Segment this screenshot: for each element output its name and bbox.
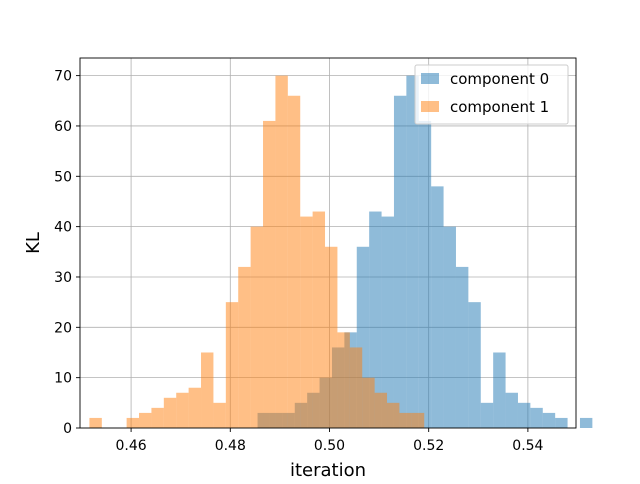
bar-component-1-21: [349, 347, 363, 428]
bar-component-0-16: [455, 266, 469, 428]
x-tick-label-1: 0.48: [215, 438, 246, 454]
y-tick-label-2: 20: [54, 320, 72, 336]
bar-component-0-18: [480, 402, 494, 428]
bar-component-1-6: [163, 397, 177, 428]
y-tick-label-3: 30: [54, 270, 72, 286]
bar-component-0-19: [493, 352, 506, 428]
axis-ticks: 0.46 0.48 0.50 0.52 0.54 0 10 20 30 40 50 60 70: [54, 69, 543, 454]
bar-component-1-25: [399, 412, 412, 428]
plot-frame: [79, 57, 577, 429]
bar-component-0-10: [381, 216, 394, 428]
bar-component-0-9: [369, 211, 382, 428]
series-component-1: [89, 75, 425, 429]
bar-component-1-0: [89, 417, 102, 428]
y-tick-label-0: 0: [63, 421, 72, 437]
bar-component-0-11: [393, 95, 407, 429]
bar-component-0-20: [505, 392, 518, 428]
legend: component 0 component 1: [414, 64, 569, 125]
legend-label-component-1: component 1: [450, 98, 549, 116]
bar-component-1-13: [250, 226, 264, 428]
x-tick-label-0: 0.46: [116, 438, 147, 454]
legend-box: [414, 64, 569, 125]
legend-label-component-0: component 0: [450, 70, 549, 88]
bar-component-1-5: [151, 407, 164, 428]
bar-component-0-26: [579, 417, 593, 428]
x-axis-label: iteration: [290, 460, 366, 480]
x-tick-label-2: 0.50: [314, 438, 345, 454]
bar-component-0-17: [468, 302, 481, 428]
bar-component-1-10: [213, 402, 226, 428]
bar-component-0-22: [530, 407, 543, 428]
bar-component-1-26: [411, 412, 425, 428]
y-tick-label-7: 70: [54, 69, 72, 85]
bar-component-1-16: [287, 95, 301, 429]
bar-component-1-17: [300, 216, 313, 428]
bar-component-0-23: [542, 412, 556, 428]
bar-component-1-4: [139, 412, 152, 428]
bar-component-1-8: [188, 387, 202, 428]
bar-component-0-13: [418, 120, 432, 428]
bar-component-1-19: [325, 246, 338, 428]
bar-component-1-11: [225, 302, 239, 428]
bar-component-1-14: [263, 120, 276, 428]
y-tick-label-4: 40: [54, 220, 72, 236]
bar-component-0-14: [431, 186, 444, 428]
bar-component-0-15: [443, 226, 456, 428]
x-tick-label-3: 0.52: [413, 438, 444, 454]
y-tick-label-1: 10: [54, 371, 72, 387]
x-tick-label-4: 0.54: [512, 438, 543, 454]
y-tick-label-6: 60: [54, 119, 72, 135]
bar-component-1-18: [312, 211, 326, 428]
bar-component-1-7: [176, 392, 189, 428]
histogram-bars: [89, 75, 593, 429]
bar-component-1-24: [387, 402, 400, 428]
y-tick-label-5: 50: [54, 169, 72, 185]
bar-component-1-20: [337, 332, 350, 428]
bar-component-1-23: [374, 392, 388, 428]
bar-component-1-15: [275, 75, 288, 428]
legend-swatch-component-1: [421, 101, 439, 112]
legend-swatch-component-0: [421, 73, 439, 84]
bar-component-1-12: [238, 266, 251, 428]
bar-component-1-3: [126, 417, 140, 428]
bar-component-1-9: [201, 352, 214, 428]
y-axis-label: KL: [23, 232, 44, 254]
bar-component-0-12: [406, 75, 419, 428]
bar-component-0-24: [555, 417, 568, 428]
bar-component-0-21: [517, 402, 531, 428]
grid-lines: [80, 58, 576, 429]
bar-component-1-22: [362, 377, 375, 428]
